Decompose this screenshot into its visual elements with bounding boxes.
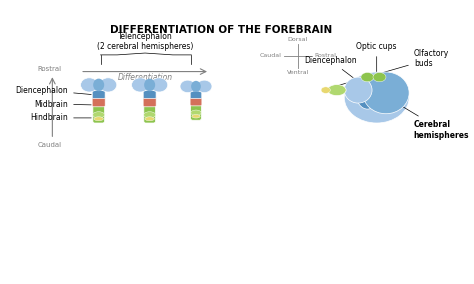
- FancyBboxPatch shape: [190, 96, 202, 106]
- Ellipse shape: [144, 79, 155, 91]
- Text: Hindbrain: Hindbrain: [30, 113, 91, 122]
- FancyBboxPatch shape: [144, 96, 155, 123]
- FancyBboxPatch shape: [191, 96, 201, 120]
- Ellipse shape: [180, 80, 195, 93]
- Ellipse shape: [191, 110, 201, 116]
- Text: Ventral: Ventral: [287, 70, 309, 75]
- Text: Cerebral
hemispheres: Cerebral hemispheres: [402, 106, 469, 140]
- Text: Dorsal: Dorsal: [288, 37, 308, 42]
- Text: Caudal: Caudal: [259, 53, 281, 58]
- Text: Rostral: Rostral: [37, 66, 62, 72]
- Ellipse shape: [100, 78, 117, 92]
- Ellipse shape: [144, 112, 155, 118]
- Ellipse shape: [191, 81, 201, 92]
- Ellipse shape: [132, 78, 149, 92]
- Ellipse shape: [150, 78, 168, 92]
- Text: Diencephalon: Diencephalon: [16, 85, 91, 95]
- Ellipse shape: [145, 117, 155, 121]
- Ellipse shape: [328, 85, 346, 96]
- FancyBboxPatch shape: [190, 91, 202, 99]
- Text: DIFFERENTIATION OF THE FOREBRAIN: DIFFERENTIATION OF THE FOREBRAIN: [110, 25, 332, 35]
- Ellipse shape: [321, 87, 330, 93]
- Ellipse shape: [363, 72, 409, 114]
- Text: Midbrain: Midbrain: [34, 99, 91, 108]
- Ellipse shape: [344, 77, 372, 103]
- Ellipse shape: [81, 78, 98, 92]
- Text: Caudal: Caudal: [37, 142, 62, 148]
- FancyBboxPatch shape: [92, 90, 105, 99]
- Ellipse shape: [356, 77, 379, 109]
- Text: Differentiation: Differentiation: [118, 74, 173, 82]
- Ellipse shape: [93, 112, 105, 118]
- Ellipse shape: [373, 72, 386, 82]
- Text: Rostral: Rostral: [315, 53, 337, 58]
- Ellipse shape: [192, 114, 200, 118]
- FancyBboxPatch shape: [143, 90, 156, 99]
- Ellipse shape: [94, 117, 103, 121]
- Text: Telencephalon
(2 cerebral hemispheres): Telencephalon (2 cerebral hemispheres): [97, 32, 193, 51]
- Ellipse shape: [361, 72, 374, 82]
- FancyBboxPatch shape: [93, 96, 104, 123]
- Ellipse shape: [344, 72, 409, 123]
- Ellipse shape: [93, 79, 104, 91]
- Text: Diencephalon: Diencephalon: [304, 56, 363, 85]
- Text: Olfactory
buds: Olfactory buds: [337, 49, 449, 86]
- FancyBboxPatch shape: [92, 96, 105, 107]
- FancyBboxPatch shape: [143, 96, 156, 107]
- Text: Optic cups: Optic cups: [356, 42, 397, 72]
- Ellipse shape: [197, 80, 212, 93]
